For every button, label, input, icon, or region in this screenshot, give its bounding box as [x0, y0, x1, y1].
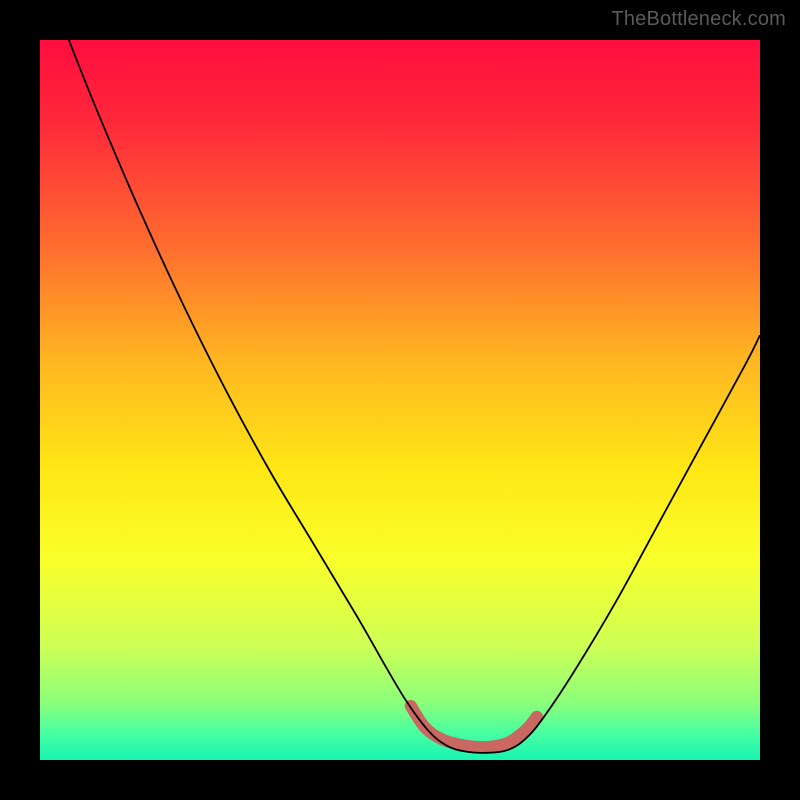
chart-background	[40, 40, 760, 760]
chart-plot-area	[40, 40, 760, 760]
watermark-text: TheBottleneck.com	[611, 8, 786, 31]
chart-svg	[40, 40, 760, 760]
